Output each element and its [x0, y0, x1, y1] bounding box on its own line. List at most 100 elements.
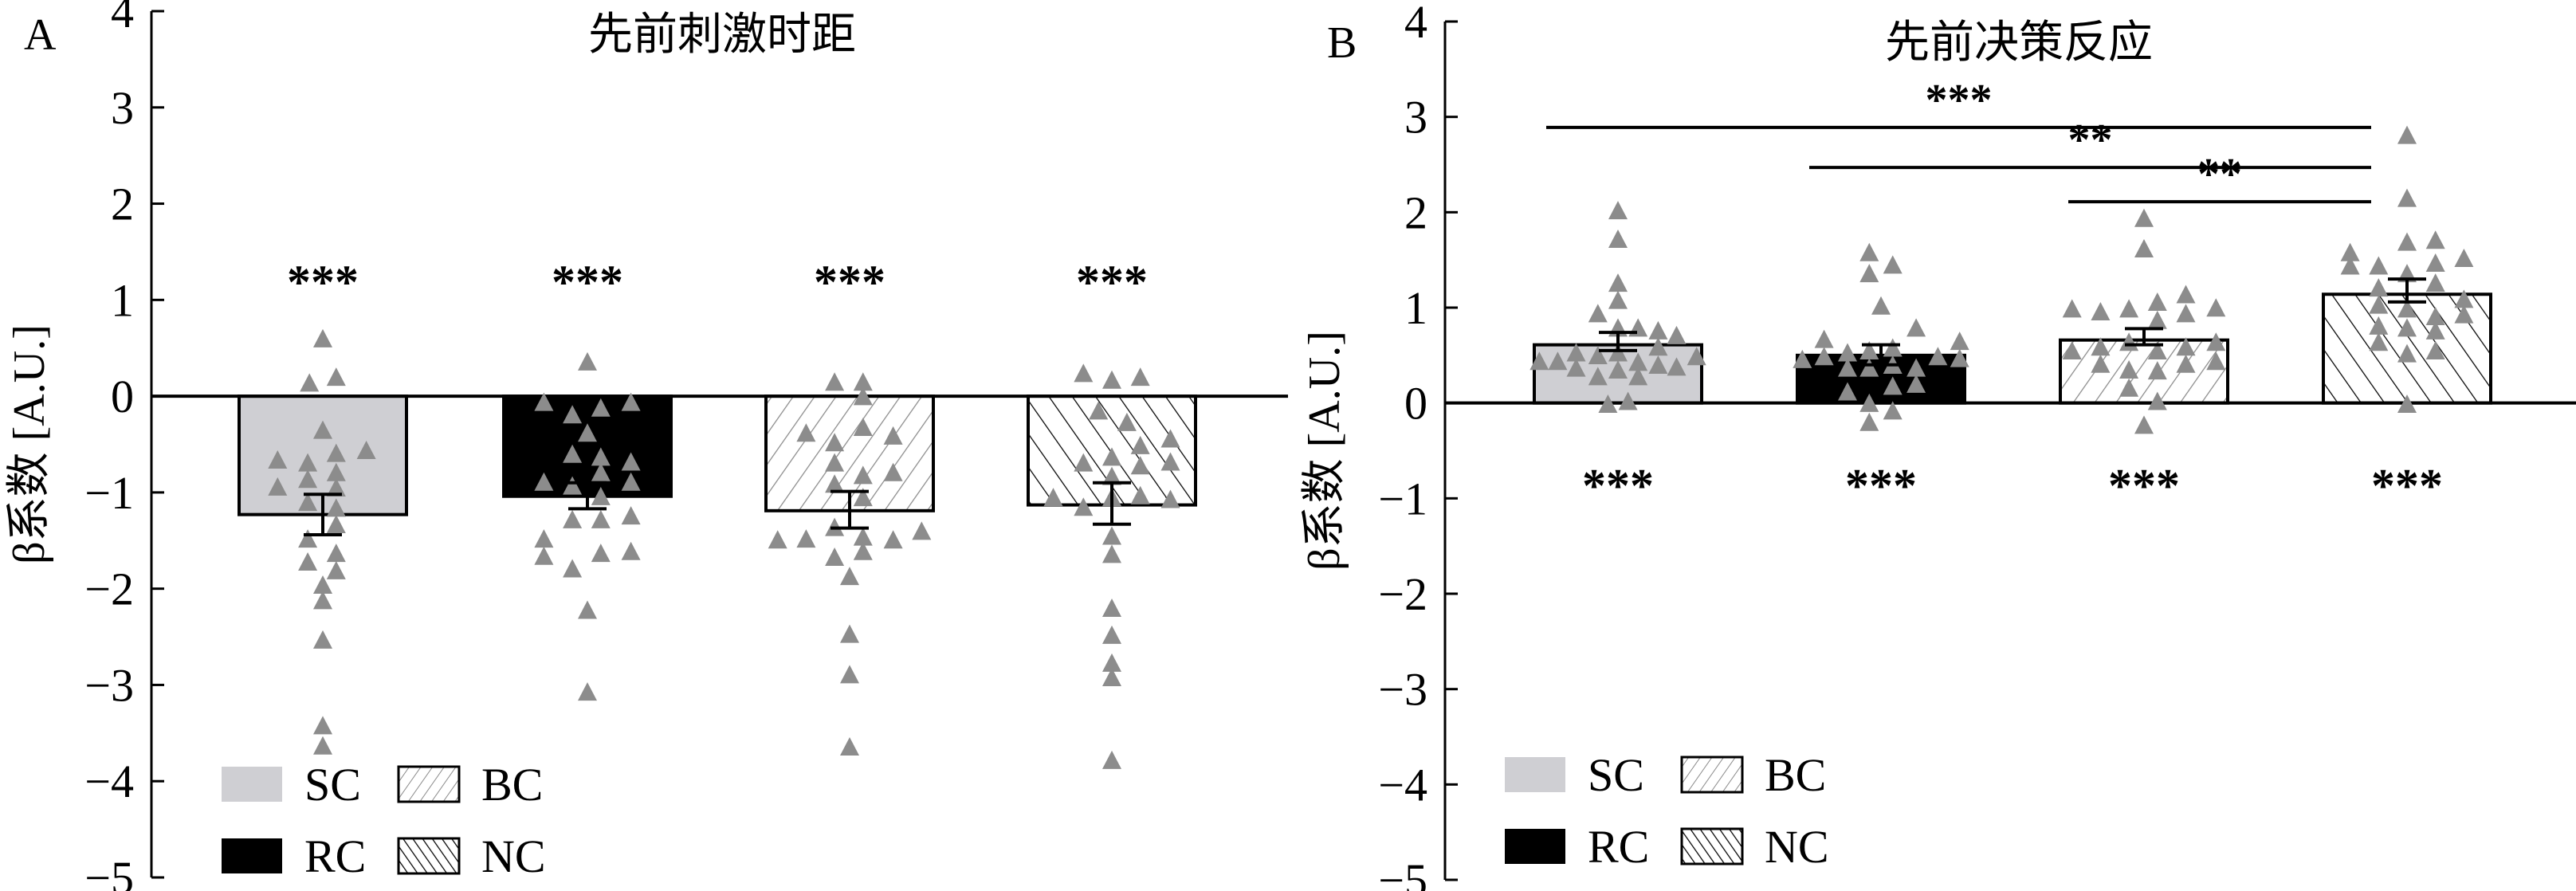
data-point [591, 509, 611, 528]
data-point [356, 440, 376, 459]
data-point [1102, 526, 1121, 545]
data-point [268, 477, 288, 496]
data-point [2147, 310, 2167, 329]
data-point [1667, 325, 1687, 344]
legend-label-bc: BC [481, 759, 543, 811]
legend-label-rc: RC [1588, 821, 1649, 873]
data-point [796, 423, 816, 442]
data-point [2397, 394, 2417, 414]
data-point [2397, 343, 2417, 363]
y-tick-label: 3 [1404, 92, 1427, 143]
data-point [578, 423, 597, 442]
data-point [2425, 306, 2445, 325]
y-tick-label: 3 [111, 82, 134, 134]
data-point [2119, 359, 2139, 379]
data-point [2454, 289, 2474, 308]
data-point [1608, 343, 1628, 362]
data-point [2425, 341, 2445, 360]
data-point [768, 530, 787, 549]
data-point [326, 544, 346, 563]
data-point [1883, 255, 1903, 274]
data-point [2425, 253, 2445, 272]
y-tick-label: −2 [1378, 568, 1427, 620]
data-point [1566, 358, 1586, 377]
data-point [1102, 544, 1121, 563]
data-point [1838, 343, 1857, 362]
y-tick-label: 1 [1404, 282, 1427, 334]
data-point [853, 488, 873, 507]
data-point [1608, 201, 1628, 220]
data-point [1043, 488, 1063, 507]
data-point [853, 541, 873, 560]
data-point [1089, 401, 1109, 420]
data-point [1859, 341, 1879, 360]
data-point [298, 529, 318, 548]
data-point [1102, 667, 1121, 686]
data-point [1130, 456, 1150, 475]
legend-label-nc: NC [481, 830, 546, 882]
data-point [326, 462, 346, 481]
data-point [1838, 358, 1857, 377]
y-tick-label: 4 [1404, 0, 1427, 48]
data-point [1859, 264, 1879, 283]
data-point [2369, 316, 2389, 335]
data-point [326, 443, 346, 462]
data-point [1608, 290, 1628, 309]
data-point [2119, 299, 2139, 318]
data-point [534, 472, 554, 491]
data-point [563, 476, 583, 495]
data-point [853, 527, 873, 546]
data-point [2147, 341, 2167, 360]
data-point [2397, 232, 2417, 251]
data-point [883, 530, 903, 549]
data-point [313, 328, 332, 347]
data-point [1588, 304, 1608, 323]
legend-label-bc: BC [1765, 749, 1826, 801]
data-point [1548, 351, 1568, 371]
data-point [2369, 332, 2389, 351]
data-point [2206, 351, 2226, 371]
data-point [1859, 358, 1879, 377]
legend-swatch-bc [1680, 756, 1744, 794]
data-point [621, 392, 641, 411]
data-point [1588, 346, 1608, 365]
data-point [1871, 296, 1891, 315]
data-point [1160, 452, 1180, 471]
data-point [534, 392, 554, 411]
data-point [1160, 429, 1180, 448]
y-axis-label: β系数 [A.U.] [1300, 331, 1349, 571]
data-point [578, 682, 597, 701]
y-tick-label: 0 [111, 371, 134, 422]
data-point [1648, 320, 1668, 340]
data-point [1102, 750, 1121, 769]
data-point [2369, 256, 2389, 275]
data-point [326, 560, 346, 579]
data-point [2176, 285, 2196, 304]
data-point [840, 665, 859, 684]
data-point [313, 591, 332, 610]
data-point [563, 509, 583, 528]
comparison-stars: ** [2197, 150, 2242, 199]
data-point [1102, 466, 1121, 485]
panel-letter: A [24, 10, 57, 60]
data-point [2176, 354, 2196, 373]
bar-bc [2059, 338, 2229, 405]
data-point [1883, 376, 1903, 395]
data-point [1074, 453, 1094, 472]
data-point [563, 444, 583, 463]
data-point [2176, 337, 2196, 356]
legend-label-nc: NC [1765, 821, 1829, 873]
data-point [1618, 391, 1638, 410]
data-point [563, 559, 583, 578]
data-point [1883, 338, 1903, 357]
significance-stars: *** [1845, 459, 1917, 512]
data-point [2062, 299, 2082, 318]
data-point [2397, 318, 2417, 337]
data-point [1102, 653, 1121, 672]
data-point [1950, 348, 1969, 367]
data-point [1160, 489, 1180, 508]
data-point [326, 498, 346, 517]
y-tick-label: −5 [84, 852, 134, 891]
y-tick-label: −4 [84, 756, 134, 807]
